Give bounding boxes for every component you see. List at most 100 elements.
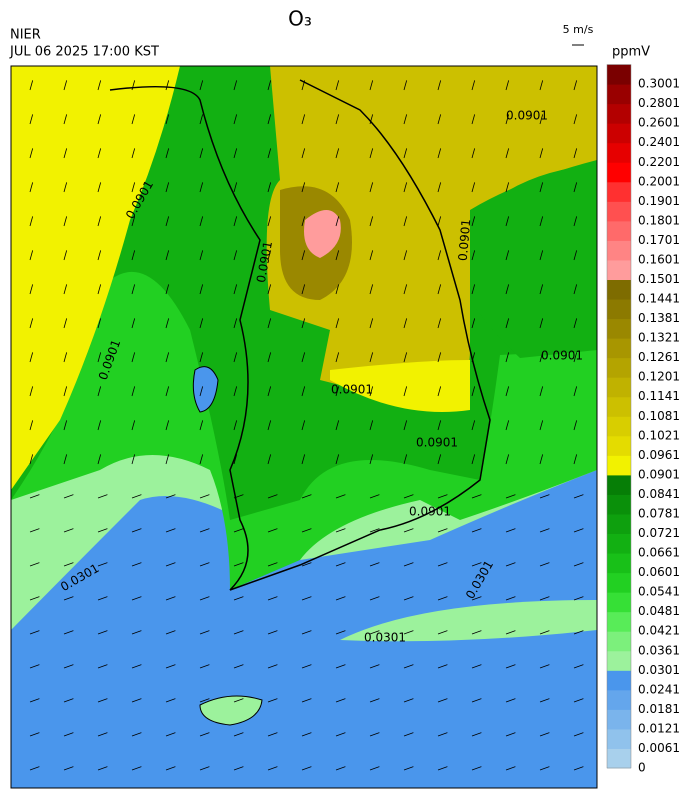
colorbar-label: 0	[638, 761, 646, 775]
wind-arrow	[505, 284, 510, 295]
wind-arrow	[199, 732, 210, 737]
wind-arrow	[573, 420, 578, 431]
wind-arrow	[97, 420, 102, 431]
wind-arrow	[335, 114, 340, 125]
map: 0.09010.09010.09010.09010.09010.09010.09…	[11, 66, 597, 788]
wind-arrow	[97, 494, 108, 499]
wind-arrow	[131, 630, 142, 635]
colorbar-label: 0.1141	[638, 389, 680, 403]
wind-arrow	[403, 148, 408, 159]
colorbar-label: 0.1801	[638, 213, 680, 227]
wind-arrow	[233, 114, 238, 125]
wind-arrow	[437, 562, 448, 567]
wind-arrow	[165, 182, 170, 193]
colorbar-label: 0.0901	[638, 467, 680, 481]
wind-arrow	[573, 352, 578, 363]
wind-arrow	[199, 318, 204, 329]
wind-arrow	[505, 80, 510, 91]
wind-arrow	[267, 386, 272, 397]
wind-arrow	[199, 494, 210, 499]
wind-arrow	[199, 182, 204, 193]
colorbar-swatch	[607, 728, 631, 749]
wind-arrow	[165, 386, 170, 397]
contour-label: 0.0901	[409, 505, 451, 519]
wind-arrow	[301, 250, 306, 261]
wind-arrow	[63, 80, 68, 91]
wind-arrow	[505, 386, 510, 397]
wind-arrow	[233, 284, 238, 295]
wind-arrow	[131, 766, 142, 771]
wind-arrow	[63, 182, 68, 193]
wind-arrow	[573, 182, 578, 193]
wind-arrow	[199, 284, 204, 295]
colorbar-swatch	[607, 240, 631, 261]
wind-arrow	[539, 596, 550, 601]
wind-arrow	[369, 420, 374, 431]
wind-arrow	[199, 562, 210, 567]
colorbar-swatch	[607, 748, 631, 769]
wind-arrow	[369, 630, 380, 635]
wind-arrow	[403, 562, 414, 567]
wind-arrow	[301, 318, 306, 329]
colorbar-swatch	[607, 553, 631, 574]
wind-arrow	[437, 596, 448, 601]
wind-arrow	[471, 284, 476, 295]
wind-arrow	[97, 596, 108, 601]
title: O₃	[288, 7, 312, 31]
wind-arrow	[131, 318, 136, 329]
wind-arrow	[539, 284, 544, 295]
wind-arrow	[539, 318, 544, 329]
wind-arrow	[403, 698, 414, 703]
wind-arrow	[97, 454, 102, 465]
wind-arrow	[165, 528, 176, 533]
wind-arrow	[369, 698, 380, 703]
contour-label: 0.0901	[456, 218, 474, 261]
wind-arrow	[505, 766, 516, 771]
wind-arrow	[63, 596, 74, 601]
wind-arrow	[335, 766, 346, 771]
wind-arrow	[233, 528, 244, 533]
wind-arrow	[29, 420, 34, 431]
wind-arrow	[369, 250, 374, 261]
wind-arrow	[301, 420, 306, 431]
wind-arrow	[29, 596, 40, 601]
wind-arrow	[335, 318, 340, 329]
wind-arrow	[369, 148, 374, 159]
wind-arrow	[505, 182, 510, 193]
wind-arrow	[437, 352, 442, 363]
wind-arrow	[97, 114, 102, 125]
colorbar-swatch	[607, 377, 631, 398]
wind-arrow	[369, 766, 380, 771]
wind-arrow	[165, 494, 176, 499]
wind-arrow	[63, 664, 74, 669]
wind-arrow	[437, 216, 442, 227]
wind-arrow	[573, 596, 584, 601]
wind-arrow	[233, 216, 238, 227]
wind-arrow	[233, 664, 244, 669]
wind-arrow	[369, 528, 380, 533]
wind-arrow	[539, 182, 544, 193]
wind-arrow	[63, 766, 74, 771]
wind-arrow	[403, 766, 414, 771]
wind-arrow	[301, 732, 312, 737]
wind-arrow	[335, 80, 340, 91]
colorbar-swatch	[607, 650, 631, 671]
wind-arrow	[29, 528, 40, 533]
wind-arrow	[165, 420, 170, 431]
colorbar-label: 0.0541	[638, 585, 680, 599]
colorbar-label: 0.2201	[638, 155, 680, 169]
wind-arrow	[573, 732, 584, 737]
wind-arrow	[539, 630, 550, 635]
wind-arrow	[199, 528, 210, 533]
colorbar-swatch	[607, 84, 631, 105]
wind-arrow	[539, 664, 550, 669]
wind-arrow	[403, 494, 414, 499]
wind-arrow	[63, 732, 74, 737]
wind-arrow	[63, 318, 68, 329]
colorbar-label: 0.0181	[638, 702, 680, 716]
wind-arrow	[335, 454, 340, 465]
wind-arrow	[97, 528, 108, 533]
wind-vectors	[29, 80, 584, 771]
wind-arrow	[437, 766, 448, 771]
wind-arrow	[539, 454, 544, 465]
